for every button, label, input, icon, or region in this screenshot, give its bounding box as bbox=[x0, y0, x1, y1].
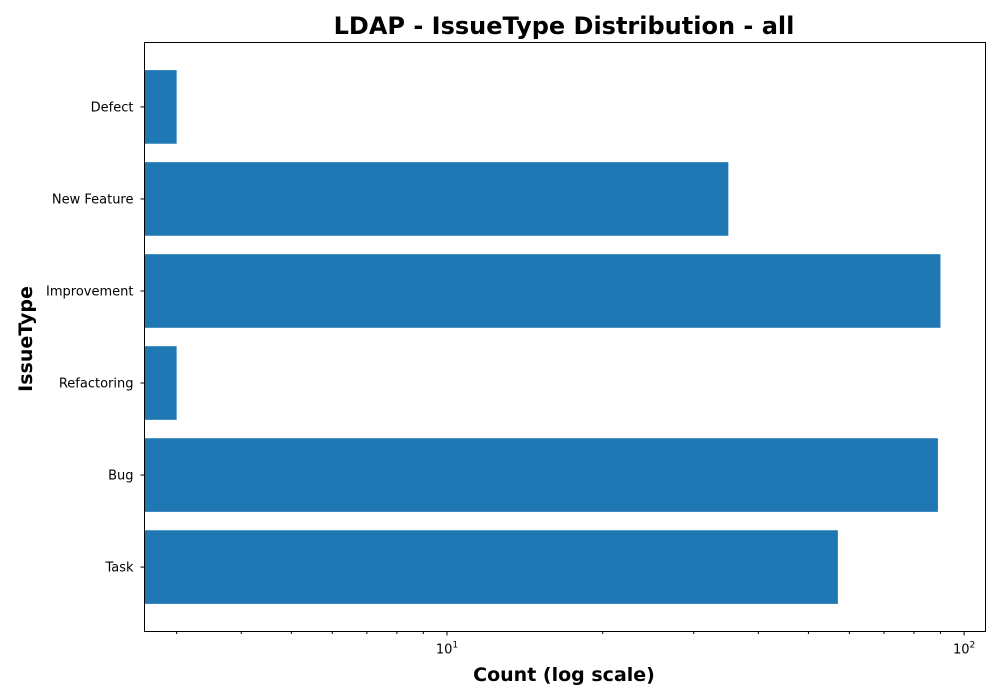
chart-title: LDAP - IssueType Distribution - all bbox=[334, 12, 795, 40]
x-ticks-group: 101 102 bbox=[176, 631, 975, 658]
y-tick-label-defect: Defect bbox=[91, 100, 134, 115]
y-tick-label-refactoring: Refactoring bbox=[59, 377, 134, 392]
bar-improvement bbox=[144, 254, 941, 328]
x-tick-label-10: 101 bbox=[436, 641, 458, 658]
y-tick-label-bug: Bug bbox=[108, 469, 133, 484]
bar-defect bbox=[144, 70, 177, 144]
y-ticks-group: Defect New Feature Improvement Refactoring B… bbox=[46, 100, 145, 576]
x-axis-label: Count (log scale) bbox=[473, 664, 655, 686]
y-tick-label-new-feature: New Feature bbox=[52, 192, 134, 207]
y-tick-label-improvement: Improvement bbox=[46, 284, 133, 299]
y-axis-label: IssueType bbox=[15, 286, 37, 392]
x-tick-label-100: 102 bbox=[953, 641, 975, 658]
y-tick-label-task: Task bbox=[104, 561, 134, 576]
bar-refactoring bbox=[144, 346, 177, 420]
bar-new-feature bbox=[144, 162, 729, 236]
bars-group bbox=[144, 70, 941, 604]
bar-bug bbox=[144, 438, 938, 512]
bar-task bbox=[144, 530, 838, 604]
plot-frame bbox=[144, 42, 986, 632]
